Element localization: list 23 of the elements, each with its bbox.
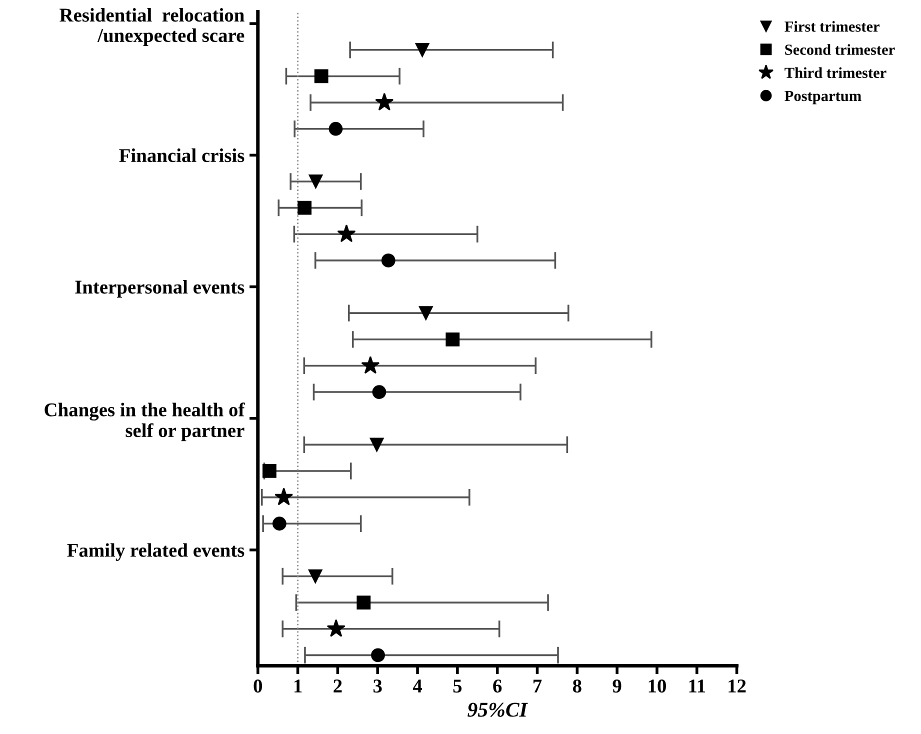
x-tick-label: 6 [493, 680, 502, 693]
x-tick-label: 0 [254, 679, 262, 693]
y-tick-label: Interpersonal events [75, 280, 244, 298]
y-tick-label: Changes in the health of self or partner [44, 402, 245, 442]
x-tick-label: 8 [572, 679, 582, 693]
legend-label: Postpartum [784, 90, 862, 104]
y-tick-label: Family related events [67, 543, 244, 561]
x-tick-label: 11 [689, 680, 706, 692]
x-tick-label: 1 [294, 680, 302, 692]
x-tick-label: 2 [334, 680, 342, 692]
legend-label: Second trimester [785, 44, 895, 55]
x-tick-label: 9 [612, 680, 622, 693]
y-tick-label: Residential relocation /unexpected scare [60, 8, 244, 46]
x-tick-label: 4 [412, 680, 422, 692]
y-tick-label: Financial crisis [119, 148, 244, 162]
x-axis-title: 95%CI [468, 702, 528, 717]
legend-label: Third trimester [784, 67, 886, 78]
legend-label: First trimester [784, 21, 880, 32]
x-tick-label: 10 [648, 679, 666, 693]
x-tick-label: 12 [728, 680, 746, 692]
x-tick-label: 5 [453, 680, 462, 693]
x-tick-label: 7 [534, 680, 542, 692]
x-tick-label: 3 [373, 680, 382, 693]
